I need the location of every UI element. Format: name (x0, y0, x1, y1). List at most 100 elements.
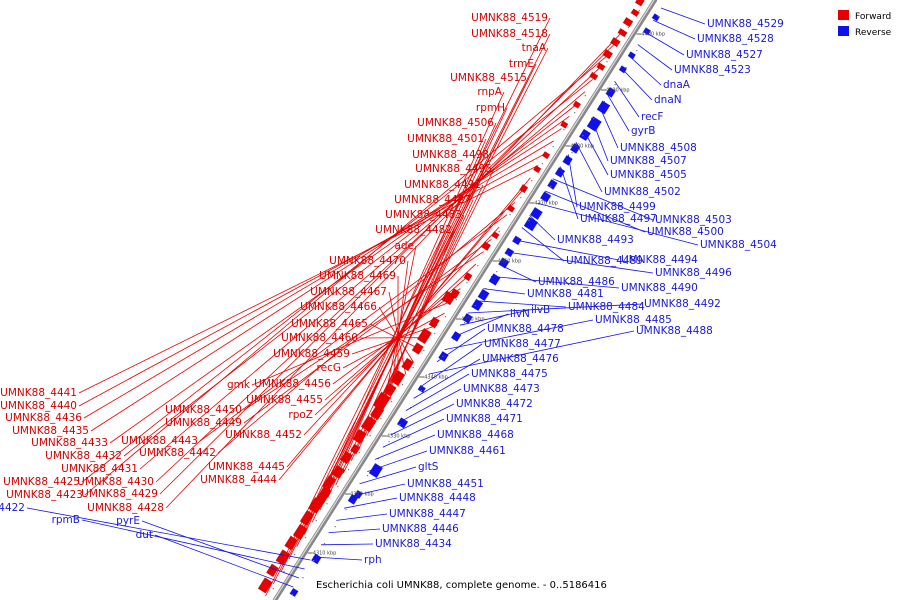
forward-gene-label: UMNK88_4498 (412, 149, 489, 161)
reverse-leader-line (367, 450, 428, 472)
backbone-dot (593, 118, 595, 120)
backbone-dot (552, 146, 554, 148)
forward-gene-label: UMNK88_4441 (0, 387, 77, 399)
forward-gene-label: UMNK88_4466 (300, 301, 377, 313)
reverse-leader-line (637, 44, 673, 71)
forward-leader-line (243, 238, 492, 424)
forward-leader-line (109, 115, 570, 444)
forward-gene-block (560, 120, 569, 129)
reverse-gene-label: UMNK88_4505 (610, 169, 687, 181)
backbone-dot (584, 95, 586, 97)
backbone-dot (582, 135, 584, 137)
forward-gene-label: UMNK88_4495 (415, 163, 492, 175)
backbone-line (272, 0, 658, 600)
backbone-dot (345, 509, 347, 511)
backbone-dot (420, 390, 422, 392)
backbone-dot (283, 571, 285, 573)
reverse-gene-block (289, 588, 299, 597)
forward-gene-label: UMNK88_4515 (450, 72, 527, 84)
reverse-leader-line (475, 300, 567, 308)
reverse-gene-label: UMNK88_4496 (655, 267, 732, 279)
legend-reverse-label: Reverse (855, 28, 892, 38)
reverse-gene-label: UMNK88_4451 (407, 478, 484, 490)
forward-gene-block (542, 151, 550, 159)
backbone-dot (326, 503, 328, 505)
reverse-gene-block (451, 331, 462, 342)
forward-gene-label: UMNK88_4460 (281, 332, 358, 344)
forward-gene-label: UMNK88_4449 (165, 417, 242, 429)
gene-block-edge (618, 65, 628, 74)
reverse-leader-line (336, 513, 388, 521)
reverse-gene-label: UMNK88_4497 (580, 213, 657, 225)
gene-block-edge (578, 128, 592, 142)
forward-gene-label: UMNK88_4456 (254, 378, 331, 390)
gene-block-edge (289, 587, 299, 598)
forward-gene-label: UMNK88_4435 (12, 425, 89, 437)
reverse-leader-line (141, 520, 300, 579)
reverse-leader-line (614, 80, 640, 118)
forward-gene-label: UMNK88_4443 (121, 435, 198, 447)
forward-gene-label: UMNK88_4431 (61, 463, 138, 475)
legend-reverse-swatch (838, 26, 849, 36)
backbone-dot (399, 424, 401, 426)
gene-block-edge (477, 288, 490, 302)
reverse-leader-line (436, 328, 486, 363)
reverse-gene-label: dnaA (663, 79, 691, 91)
legend-forward-swatch (838, 10, 849, 20)
reverse-gene-label: UMNK88_4507 (610, 155, 687, 167)
reverse-gene-block (397, 417, 408, 429)
gene-block-edge (622, 16, 634, 28)
reverse-gene-block (477, 289, 490, 301)
reverse-gene-block (651, 13, 660, 22)
reverse-gene-label: UMNK88_4476 (482, 353, 559, 365)
reverse-leader-line (514, 239, 620, 261)
forward-gene-block (596, 62, 606, 71)
kbp-tick-label: 4400 kbp (641, 32, 665, 38)
forward-leader-line (304, 91, 505, 535)
kbp-tick-label: 4380 kbp (571, 144, 595, 150)
reverse-leader-line (313, 556, 363, 561)
gene-block-edge (642, 27, 652, 36)
legend: Forward Reverse (838, 10, 892, 38)
reverse-leader-line (452, 313, 509, 338)
gene-block-edge (411, 342, 424, 355)
forward-leader-line (78, 165, 539, 394)
forward-gene-label: UMNK88_4470 (329, 255, 406, 267)
forward-gene-block (507, 204, 515, 213)
reverse-leader-line (467, 303, 643, 314)
kbp-tick-label: 4310 kbp (313, 551, 337, 557)
backbone-dot (603, 101, 605, 103)
reverse-leader-line (490, 276, 620, 289)
forward-gene-block (331, 465, 345, 479)
backbone-dot (638, 10, 640, 12)
reverse-gene-label: gltS (418, 461, 439, 473)
backbone-dot (517, 237, 519, 239)
reverse-leader-line (521, 227, 565, 262)
backbone-dot (348, 469, 350, 471)
forward-gene-label: UMNK88_4450 (165, 404, 242, 416)
backbone-dot (463, 322, 466, 324)
gene-block-edge (265, 563, 280, 578)
forward-leader-line (83, 140, 554, 419)
forward-leader-line (303, 226, 500, 436)
reverse-gene-label: UMNK88_4494 (621, 254, 698, 266)
forward-gene-label: UMNK88_4442 (139, 447, 216, 459)
reverse-gene-block (540, 191, 552, 203)
reverse-leader-line (622, 68, 653, 101)
backbone-dot (627, 27, 630, 29)
backbone-dot (377, 458, 379, 460)
forward-gene-label: UMNK88_4423 (6, 489, 83, 501)
reverse-leader-line (359, 466, 417, 485)
forward-gene-block (602, 49, 613, 59)
reverse-leader-line (429, 330, 635, 375)
backbone-dot (574, 112, 576, 114)
reverse-gene-block (523, 217, 538, 232)
reverse-gene-label: recF (641, 111, 663, 123)
gene-block-edge (539, 191, 552, 203)
reverse-gene-label: UMNK88_4434 (375, 538, 452, 550)
gene-block-edge (609, 36, 621, 48)
forward-gene-label: UMNK88_4432 (45, 450, 122, 462)
forward-leader-line (278, 177, 531, 481)
forward-gene-block (622, 17, 634, 27)
reverse-leader-line (629, 56, 662, 86)
